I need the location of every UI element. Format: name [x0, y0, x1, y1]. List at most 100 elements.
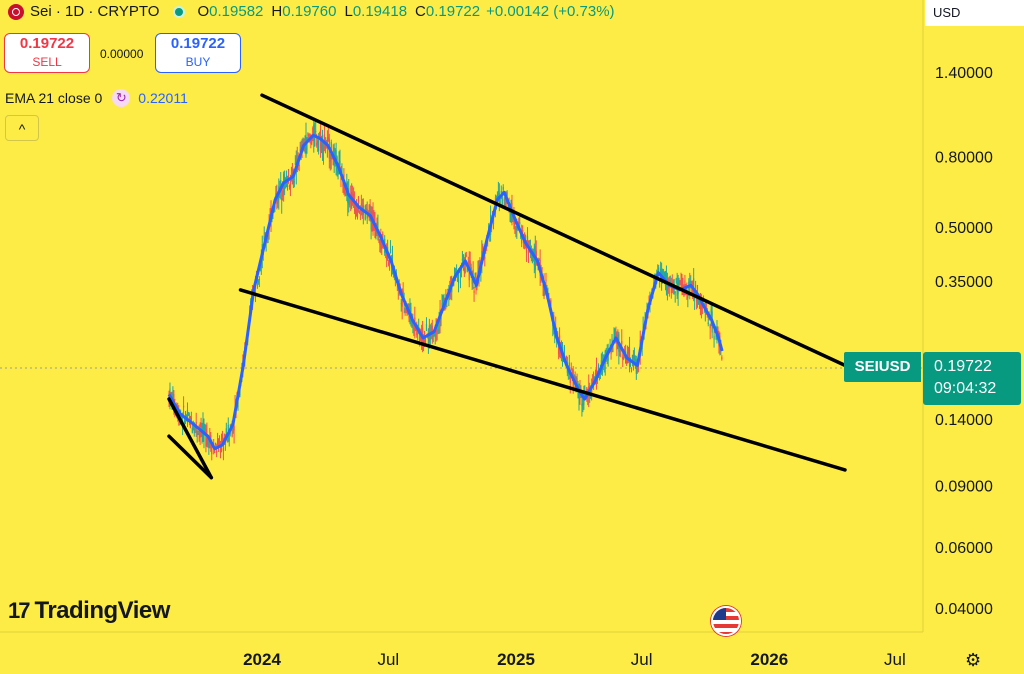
candle-body [514, 220, 516, 226]
candle-body [199, 431, 201, 438]
candle-body [702, 296, 704, 298]
settings-gear-icon[interactable]: ⚙ [965, 650, 982, 670]
candle-body [680, 280, 682, 282]
candle-body [577, 390, 579, 398]
candle-body [307, 133, 309, 137]
candle-body [335, 150, 337, 164]
symbol-line[interactable]: Sei · 1D · CRYPTO [30, 3, 160, 20]
candle-body [198, 430, 200, 432]
candle-body [354, 209, 357, 214]
candle-body [563, 346, 566, 356]
sell-button[interactable]: 0.19722 SELL [4, 33, 90, 73]
tradingview-logo[interactable]: 17 TradingView [8, 597, 170, 625]
candle-body [206, 431, 208, 445]
tradingview-mark-icon: 17 [8, 598, 31, 623]
candle-body [190, 417, 192, 423]
y-tick-label: 1.40000 [935, 65, 993, 82]
candle-body [466, 266, 468, 272]
candle-body [294, 163, 296, 165]
candle-body [275, 193, 277, 197]
candle-body [219, 449, 222, 453]
candle-body [593, 376, 596, 378]
candle-body [689, 281, 691, 296]
refresh-icon[interactable]: ↻ [112, 89, 131, 107]
candle-body [436, 330, 438, 332]
candle-body [341, 168, 343, 176]
us-flag-event-icon[interactable] [711, 606, 741, 636]
candle-body [681, 282, 683, 289]
candle-body [222, 441, 225, 452]
candle-body [215, 442, 217, 445]
candle-body [228, 432, 230, 442]
candle-body [713, 335, 715, 340]
buy-button[interactable]: 0.19722 BUY [155, 33, 241, 73]
candle-body [208, 440, 210, 448]
indicator-value: 0.22011 [138, 90, 188, 106]
candle-body [462, 255, 464, 262]
buy-label: BUY [185, 55, 211, 69]
candle-body [538, 259, 540, 261]
candle-body [284, 178, 287, 181]
y-tick-label: 0.09000 [935, 479, 993, 496]
candle-body [562, 360, 565, 362]
candle-body [221, 434, 224, 443]
candle-body [687, 291, 689, 298]
candle-body [197, 433, 199, 435]
candle-body [503, 199, 505, 201]
candle-body [525, 243, 528, 254]
candle-body [630, 367, 633, 369]
candle-body [277, 194, 279, 203]
indicator-legend[interactable]: EMA 21 close 0 ↻ 0.22011 [5, 89, 188, 107]
candle-body [695, 284, 697, 291]
candle-body [204, 428, 206, 430]
candle-body [629, 363, 632, 366]
candle-body [302, 140, 304, 143]
currency-selector[interactable]: USD [925, 0, 1024, 26]
candle-body [670, 283, 672, 294]
candle-body [622, 356, 624, 360]
candle-body [293, 181, 295, 183]
candle-body [191, 427, 193, 433]
trendline[interactable] [260, 93, 847, 368]
candle-body [216, 450, 218, 453]
change-value: +0.00142 (+0.73%) [486, 3, 615, 20]
candle-body [299, 149, 301, 151]
candle-body [337, 170, 339, 174]
ema-line[interactable] [167, 133, 724, 451]
candle-body [515, 226, 517, 230]
candle-body [263, 235, 265, 240]
x-tick-label: Jul [884, 650, 906, 669]
candle-body [678, 282, 680, 285]
series-layer [167, 93, 847, 480]
candle-body [413, 327, 415, 329]
trendline[interactable] [167, 397, 214, 480]
candle-body [358, 210, 361, 213]
candle-body [693, 278, 695, 295]
candle-body [597, 364, 600, 370]
candle-body [320, 137, 323, 151]
price-axis[interactable]: 1.40000 0.80000 0.50000 0.35000 0.14000 0.090… [935, 65, 993, 618]
candle-body [214, 450, 216, 453]
candle-body [591, 386, 593, 395]
collapse-legend-button[interactable]: ^ [5, 115, 39, 141]
candle-body [709, 324, 711, 329]
candle-body [334, 151, 336, 159]
candle-body [427, 329, 430, 347]
trendline[interactable] [238, 288, 847, 472]
candle-body [388, 261, 391, 263]
candle-body [715, 334, 717, 338]
candle-body [347, 192, 349, 203]
candle-body [461, 258, 464, 261]
candle-body [188, 417, 191, 419]
buy-price: 0.19722 [170, 35, 226, 52]
candle-body [257, 281, 259, 283]
candle-body [205, 429, 207, 447]
candle-body [669, 280, 671, 284]
time-axis[interactable]: 2024 Jul 2025 Jul 2026 Jul [243, 650, 906, 669]
candle-body [344, 192, 346, 194]
candle-body [226, 439, 228, 442]
trendline[interactable] [167, 434, 214, 480]
candle-body [521, 233, 523, 244]
candle-body [437, 329, 439, 331]
